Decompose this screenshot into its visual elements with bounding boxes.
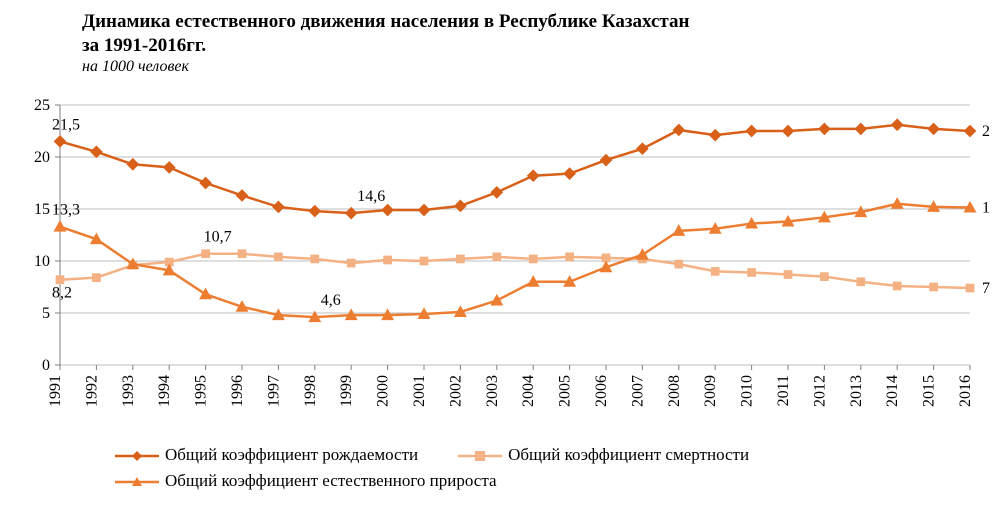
legend-label: Общий коэффициент рождаемости — [165, 445, 418, 465]
x-tick-label: 2006 — [593, 375, 610, 407]
y-tick-label: 20 — [34, 149, 50, 166]
x-tick-label: 2016 — [957, 375, 974, 407]
end-label: 22,5 — [982, 123, 990, 140]
title-line-2: за 1991-2016гг. — [82, 34, 689, 58]
end-label: 7,4 — [982, 280, 990, 297]
legend: Общий коэффициент рождаемости Общий коэфф… — [115, 445, 749, 497]
x-tick-label: 2010 — [739, 375, 756, 407]
subtitle: на 1000 человек — [82, 58, 689, 76]
legend-swatch-icon — [115, 448, 159, 462]
legend-swatch-icon — [458, 448, 502, 462]
y-tick-label: 10 — [34, 253, 50, 270]
x-tick-label: 1995 — [193, 375, 210, 407]
x-tick-label: 2014 — [884, 375, 901, 407]
data-label: 8,2 — [52, 285, 72, 302]
x-tick-label: 1996 — [229, 375, 246, 407]
x-tick-label: 2008 — [666, 375, 683, 407]
x-tick-label: 1994 — [156, 375, 173, 407]
x-tick-label: 2013 — [848, 375, 865, 407]
legend-row: Общий коэффициент рождаемости Общий коэфф… — [115, 445, 749, 465]
y-tick-label: 15 — [34, 201, 50, 218]
x-tick-label: 1992 — [83, 375, 100, 407]
x-tick-label: 2011 — [775, 375, 792, 406]
x-tick-label: 1991 — [47, 375, 64, 407]
x-tick-label: 1997 — [265, 375, 282, 407]
series-line — [60, 125, 970, 213]
x-tick-label: 2000 — [375, 375, 392, 407]
end-label: 15,14 — [982, 200, 990, 217]
legend-item: Общий коэффициент естественного прироста — [115, 471, 497, 491]
data-label: 4,6 — [321, 292, 341, 309]
title-line-1: Динамика естественного движения населени… — [82, 10, 689, 34]
legend-item: Общий коэффициент рождаемости — [115, 445, 418, 465]
data-label: 10,7 — [204, 229, 232, 246]
x-tick-label: 2004 — [520, 375, 537, 407]
line-chart: 0 5 10 15 20 25 1991 1992 1993 1994 1995 1996 1997 19… — [30, 95, 990, 425]
legend-label: Общий коэффициент естественного прироста — [165, 471, 497, 491]
x-tick-label: 2001 — [411, 375, 428, 407]
y-tick-label: 25 — [34, 97, 50, 114]
x-tick-label: 2015 — [921, 375, 938, 407]
x-tick-label: 2005 — [557, 375, 574, 407]
legend-swatch-icon — [115, 474, 159, 488]
x-tick-label: 2003 — [484, 375, 501, 407]
data-label: 14,6 — [357, 188, 385, 205]
x-tick-label: 2012 — [811, 375, 828, 407]
y-tick-label: 5 — [42, 305, 50, 322]
title-block: Динамика естественного движения населени… — [82, 10, 689, 76]
x-tick-label: 1999 — [338, 375, 355, 407]
legend-row: Общий коэффициент естественного прироста — [115, 471, 749, 491]
legend-item: Общий коэффициент смертности — [458, 445, 749, 465]
y-tick-label: 0 — [42, 357, 50, 374]
x-tick-label: 2002 — [447, 375, 464, 407]
data-label: 13,3 — [52, 202, 80, 219]
x-tick-label: 2007 — [629, 375, 646, 407]
x-tick-label: 1993 — [120, 375, 137, 407]
x-tick-label: 1998 — [302, 375, 319, 407]
x-tick-label: 2009 — [702, 375, 719, 407]
data-label: 21,5 — [52, 116, 80, 133]
legend-label: Общий коэффициент смертности — [508, 445, 749, 465]
series-line — [60, 204, 970, 317]
series-line — [60, 254, 970, 288]
